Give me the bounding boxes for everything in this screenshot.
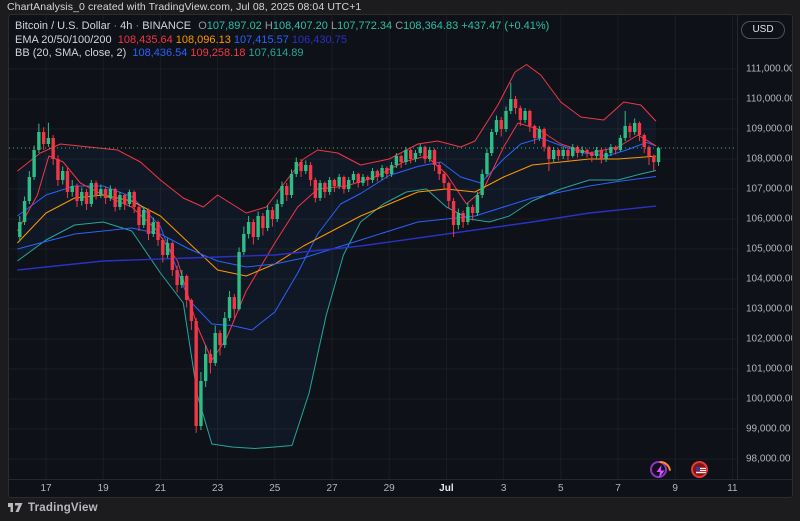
- indicator-value: 108,436.54: [132, 47, 188, 59]
- lightning-icon: [656, 465, 665, 478]
- indicator-value: 108,435.64: [117, 33, 173, 46]
- ema-label: EMA 20/50/100/200: [15, 33, 112, 46]
- time-axis-label: 23: [212, 483, 224, 494]
- time-axis-label: 5: [558, 483, 564, 494]
- change-value: +437.47 (+0.41%): [461, 20, 550, 32]
- price-axis-label: 102,000.00: [746, 333, 793, 345]
- time-axis-label: 9: [672, 483, 678, 494]
- ema-values: 108,435.64 108,096.13 107,415.57 106,430.75: [115, 34, 347, 46]
- open-value: 107,897.02: [206, 20, 262, 32]
- bb-legend-row[interactable]: BB (20, SMA, close, 2) 108,436.54 109,258…: [15, 47, 549, 61]
- price-chart[interactable]: [9, 15, 737, 479]
- price-axis-label: 100,000.00: [746, 393, 793, 405]
- price-axis-label: 101,000.00: [746, 363, 793, 375]
- tradingview-logo-text: TradingView: [28, 501, 98, 514]
- bb-values: 108,436.54 109,258.18 107,614.89: [129, 47, 303, 59]
- crypto-event-icon[interactable]: [650, 461, 667, 478]
- time-axis-label: 17: [40, 483, 52, 494]
- time-axis-label: 27: [326, 483, 338, 494]
- close-label: C: [395, 20, 404, 32]
- ema-legend-row[interactable]: EMA 20/50/100/200 108,435.64 108,096.13 10…: [15, 34, 549, 48]
- time-axis-label: 7: [615, 483, 621, 494]
- symbol-legend-row[interactable]: Bitcoin / U.S. Dollar · 4h · BINANCE O10…: [15, 20, 549, 34]
- price-axis-label: 110,000.00: [746, 93, 793, 105]
- low-value: 107,772.34: [337, 20, 393, 32]
- price-axis-label: 107,000.00: [746, 183, 793, 195]
- title-bar: ChartAnalysis_0 created with TradingView…: [7, 1, 362, 13]
- price-axis-label: 111,000.00: [746, 63, 793, 75]
- symbol-name: Bitcoin / U.S. Dollar: [15, 20, 111, 32]
- price-axis-label: 108,000.00: [746, 153, 793, 165]
- time-scale[interactable]: 17 19 21 23 25 27 29 Jul 3 5 7 9 11: [9, 479, 792, 497]
- time-axis-label: 25: [269, 483, 281, 494]
- indicator-value: 107,614.89: [248, 47, 304, 59]
- price-scale[interactable]: 108,364.83 55:02 111,000.00110,000.00109…: [737, 15, 793, 479]
- indicator-value: 108,096.13: [175, 33, 231, 46]
- time-axis-label: 19: [97, 483, 109, 494]
- time-axis-label: 3: [500, 483, 507, 494]
- time-axis-label: Jul: [439, 483, 454, 494]
- low-label: L: [330, 20, 338, 32]
- interval-label: 4h: [120, 20, 133, 32]
- high-value: 108,407.20: [272, 20, 328, 32]
- indicator-value: 107,415.57: [233, 33, 289, 46]
- tradingview-logo[interactable]: TradingView: [8, 501, 98, 514]
- price-axis-label: 106,000.00: [746, 213, 793, 225]
- price-axis-label: 104,000.00: [746, 273, 793, 285]
- price-axis-label: 103,000.00: [746, 303, 793, 315]
- time-axis-label: 11: [727, 483, 738, 494]
- separator: ·: [135, 20, 140, 32]
- time-axis-label: 21: [154, 483, 166, 494]
- price-axis-label: 98,000.00: [746, 453, 791, 465]
- currency-usd-button[interactable]: USD: [741, 21, 785, 39]
- indicator-value: 106,430.75: [291, 33, 347, 46]
- us-flag-event-icon[interactable]: [691, 461, 708, 478]
- chart-panel: Bitcoin / U.S. Dollar · 4h · BINANCE O10…: [8, 14, 793, 498]
- high-label: H: [264, 20, 273, 32]
- close-value: 108,364.83: [403, 20, 459, 32]
- us-flag-icon: [695, 467, 706, 474]
- price-axis-label: 99,000.00: [746, 423, 791, 435]
- time-axis-label: 29: [383, 483, 395, 494]
- separator: ·: [113, 20, 118, 32]
- exchange-label: BINANCE: [142, 20, 192, 32]
- open-label: O: [198, 20, 207, 32]
- price-axis-label: 109,000.00: [746, 123, 793, 135]
- tradingview-logo-icon: [8, 503, 23, 512]
- chart-legend: Bitcoin / U.S. Dollar · 4h · BINANCE O10…: [15, 20, 549, 61]
- indicator-value: 109,258.18: [190, 47, 246, 59]
- price-axis-label: 105,000.00: [746, 243, 793, 255]
- bb-label: BB (20, SMA, close, 2): [15, 47, 127, 59]
